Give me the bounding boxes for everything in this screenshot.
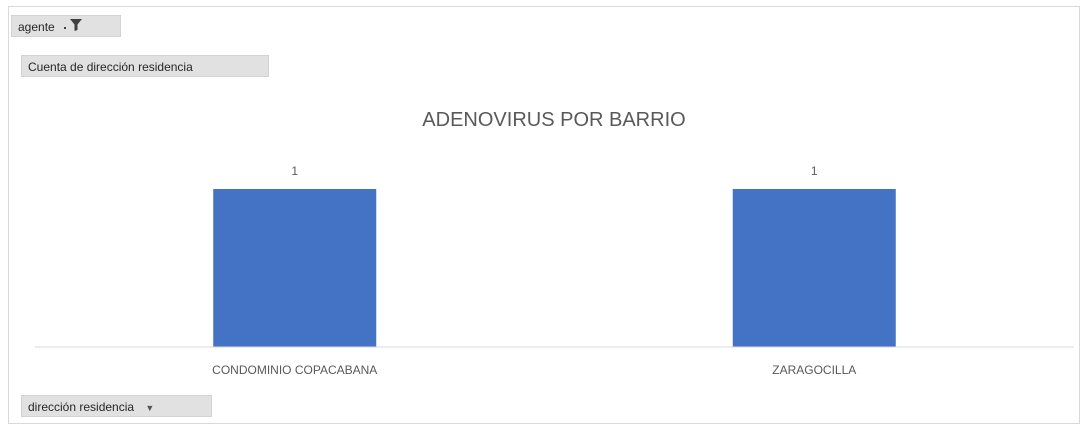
data-label: 1: [811, 164, 818, 178]
filter-icon[interactable]: [64, 17, 84, 39]
bars-group: 1 CONDOMINIO COPACABANA 1 ZARAGOCILLA: [212, 164, 896, 377]
chart-title: ADENOVIRUS POR BARRIO: [422, 109, 685, 131]
filter-field-button[interactable]: agente: [11, 15, 121, 37]
category-tick-label: ZARAGOCILLA: [772, 363, 856, 377]
value-field-label: Cuenta de dirección residencia: [28, 60, 193, 74]
value-field-button[interactable]: Cuenta de dirección residencia: [21, 55, 269, 77]
category-tick-label: CONDOMINIO COPACABANA: [212, 363, 377, 377]
data-label: 1: [291, 164, 298, 178]
bar: [732, 189, 896, 347]
filter-field-label: agente: [18, 20, 55, 34]
axis-field-label: dirección residencia: [28, 400, 135, 414]
bar: [213, 189, 377, 347]
chevron-down-icon[interactable]: ▼: [145, 402, 155, 413]
axis-field-button[interactable]: dirección residencia ▼: [21, 395, 212, 417]
